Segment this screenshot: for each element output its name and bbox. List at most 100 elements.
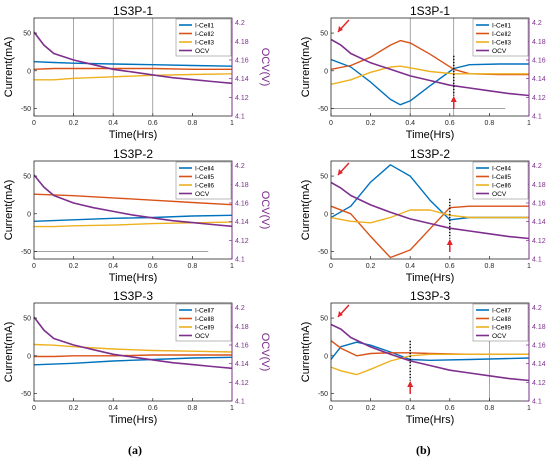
x-axis-label: Time(Hrs): [109, 414, 157, 426]
y-axis-label: Current(mA): [300, 180, 312, 241]
caption-a: (a): [128, 443, 142, 457]
y-tick-label: 0: [324, 353, 328, 360]
legend-entry: I-Cell6: [195, 182, 214, 189]
y2-tick-label: 4.1: [532, 257, 542, 264]
chart-title: 1S3P-1: [113, 4, 153, 18]
y-tick-label: 50: [320, 174, 328, 181]
x-tick-label: 0.2: [69, 120, 79, 127]
series-line-i-cell7: [331, 341, 529, 361]
x-tick-label: 0.8: [485, 263, 495, 270]
y2-tick-label: 4.2: [532, 20, 542, 27]
legend-entry: I-Cell5: [195, 174, 214, 181]
y2-tick-label: 4.12: [532, 238, 546, 245]
red-arrowhead: [337, 26, 343, 32]
legend-entry: I-Cell4: [492, 165, 511, 172]
x-tick-label: 1: [230, 120, 234, 127]
x-tick-label: 0.6: [148, 120, 158, 127]
series-line-i-cell8: [34, 354, 232, 358]
series-line-ocv: [331, 323, 529, 382]
red-arrowhead: [337, 311, 343, 317]
x-tick-label: 0.2: [366, 120, 376, 127]
x-axis-label: Time(Hrs): [109, 272, 157, 284]
chart-title: 1S3P-2: [113, 147, 153, 161]
y2-tick-label: 4.14: [235, 219, 249, 226]
legend-entry: I-Cell1: [492, 22, 511, 29]
x-tick-label: 0.6: [148, 263, 158, 270]
y2-tick-label: 4.18: [235, 324, 249, 331]
legend-entry: OCV: [492, 48, 507, 55]
y-tick-label: 50: [23, 316, 31, 323]
series-line-i-cell3: [331, 65, 529, 85]
series-line-ocv: [34, 174, 232, 228]
y-tick-label: -50: [21, 391, 31, 398]
y2-tick-label: 4.14: [532, 361, 546, 368]
y-tick-label: 50: [23, 31, 31, 38]
y-tick-label: 0: [27, 211, 31, 218]
x-tick-label: 0.4: [405, 120, 415, 127]
x-axis-label: Time(Hrs): [406, 129, 454, 141]
series-line-i-cell4: [34, 214, 232, 222]
y-tick-label: 50: [23, 174, 31, 181]
y2-tick-label: 4.16: [235, 201, 249, 208]
series-line-i-cell5: [331, 205, 529, 259]
series-line-i-cell9: [34, 343, 232, 353]
legend-entry: I-Cell3: [195, 39, 214, 46]
x-tick-label: 0.4: [108, 405, 118, 412]
y-tick-label: -50: [318, 249, 328, 256]
x-tick-label: 0.8: [485, 405, 495, 412]
legend-entry: I-Cell2: [195, 31, 214, 38]
y2-tick-label: 4.2: [235, 20, 245, 27]
y2-tick-label: 4.12: [235, 238, 249, 245]
x-axis-label: Time(Hrs): [109, 129, 157, 141]
x-tick-label: 0.2: [69, 405, 79, 412]
series-line-ocv: [331, 181, 529, 240]
series-line-ocv: [331, 38, 529, 97]
y2-tick-label: 4.16: [532, 201, 546, 208]
legend-entry: I-Cell6: [492, 182, 511, 189]
legend-entry: I-Cell7: [492, 307, 511, 314]
x-tick-label: 0.8: [485, 120, 495, 127]
series-line-i-cell3: [34, 73, 232, 81]
x-tick-label: 0.2: [69, 263, 79, 270]
x-tick-label: 0.6: [445, 405, 455, 412]
x-tick-label: 0: [329, 263, 333, 270]
y-axis-label: Current(mA): [300, 37, 312, 98]
x-tick-label: 1: [527, 263, 531, 270]
y2-tick-label: 4.16: [532, 343, 546, 350]
y2-axis-label: OCV(V): [259, 48, 271, 87]
y2-tick-label: 4.2: [532, 305, 542, 312]
legend-entry: I-Cell7: [195, 307, 214, 314]
y-axis-label: Current(mA): [3, 37, 15, 98]
x-tick-label: 0.2: [366, 263, 376, 270]
chart-b1: 0 0.2 0.4 0.6 0.8 1-500504.14.124.144.164.184…: [300, 4, 546, 141]
y2-tick-label: 4.1: [532, 114, 542, 121]
x-tick-label: 0.8: [188, 263, 198, 270]
x-tick-label: 0: [32, 120, 36, 127]
y-axis-label: Current(mA): [3, 180, 15, 241]
series-line-i-cell2: [34, 67, 232, 71]
chart-a3: 0 0.2 0.4 0.6 0.8 1-500504.14.124.144.164.184…: [3, 289, 271, 426]
chart-a2: 0 0.2 0.4 0.6 0.8 1-500504.14.124.144.164.184…: [3, 147, 271, 284]
y2-tick-label: 4.1: [532, 399, 542, 406]
y2-tick-label: 4.18: [532, 182, 546, 189]
red-arrowhead: [337, 169, 343, 175]
y2-tick-label: 4.1: [235, 114, 245, 121]
y2-tick-label: 4.16: [532, 58, 546, 65]
y2-tick-label: 4.14: [235, 76, 249, 83]
y-tick-label: 0: [324, 211, 328, 218]
legend-entry: I-Cell8: [492, 316, 511, 323]
x-tick-label: 0.4: [108, 263, 118, 270]
x-tick-label: 0: [32, 405, 36, 412]
y-tick-label: -50: [318, 391, 328, 398]
red-arrowhead: [446, 239, 453, 245]
y-tick-label: 0: [324, 68, 328, 75]
chart-title: 1S3P-3: [113, 289, 153, 303]
x-tick-label: 1: [527, 120, 531, 127]
chart-title: 1S3P-1: [410, 4, 450, 18]
chart-title: 1S3P-3: [410, 289, 450, 303]
x-tick-label: 0.8: [188, 120, 198, 127]
x-axis-label: Time(Hrs): [406, 272, 454, 284]
y2-tick-label: 4.2: [235, 163, 245, 170]
